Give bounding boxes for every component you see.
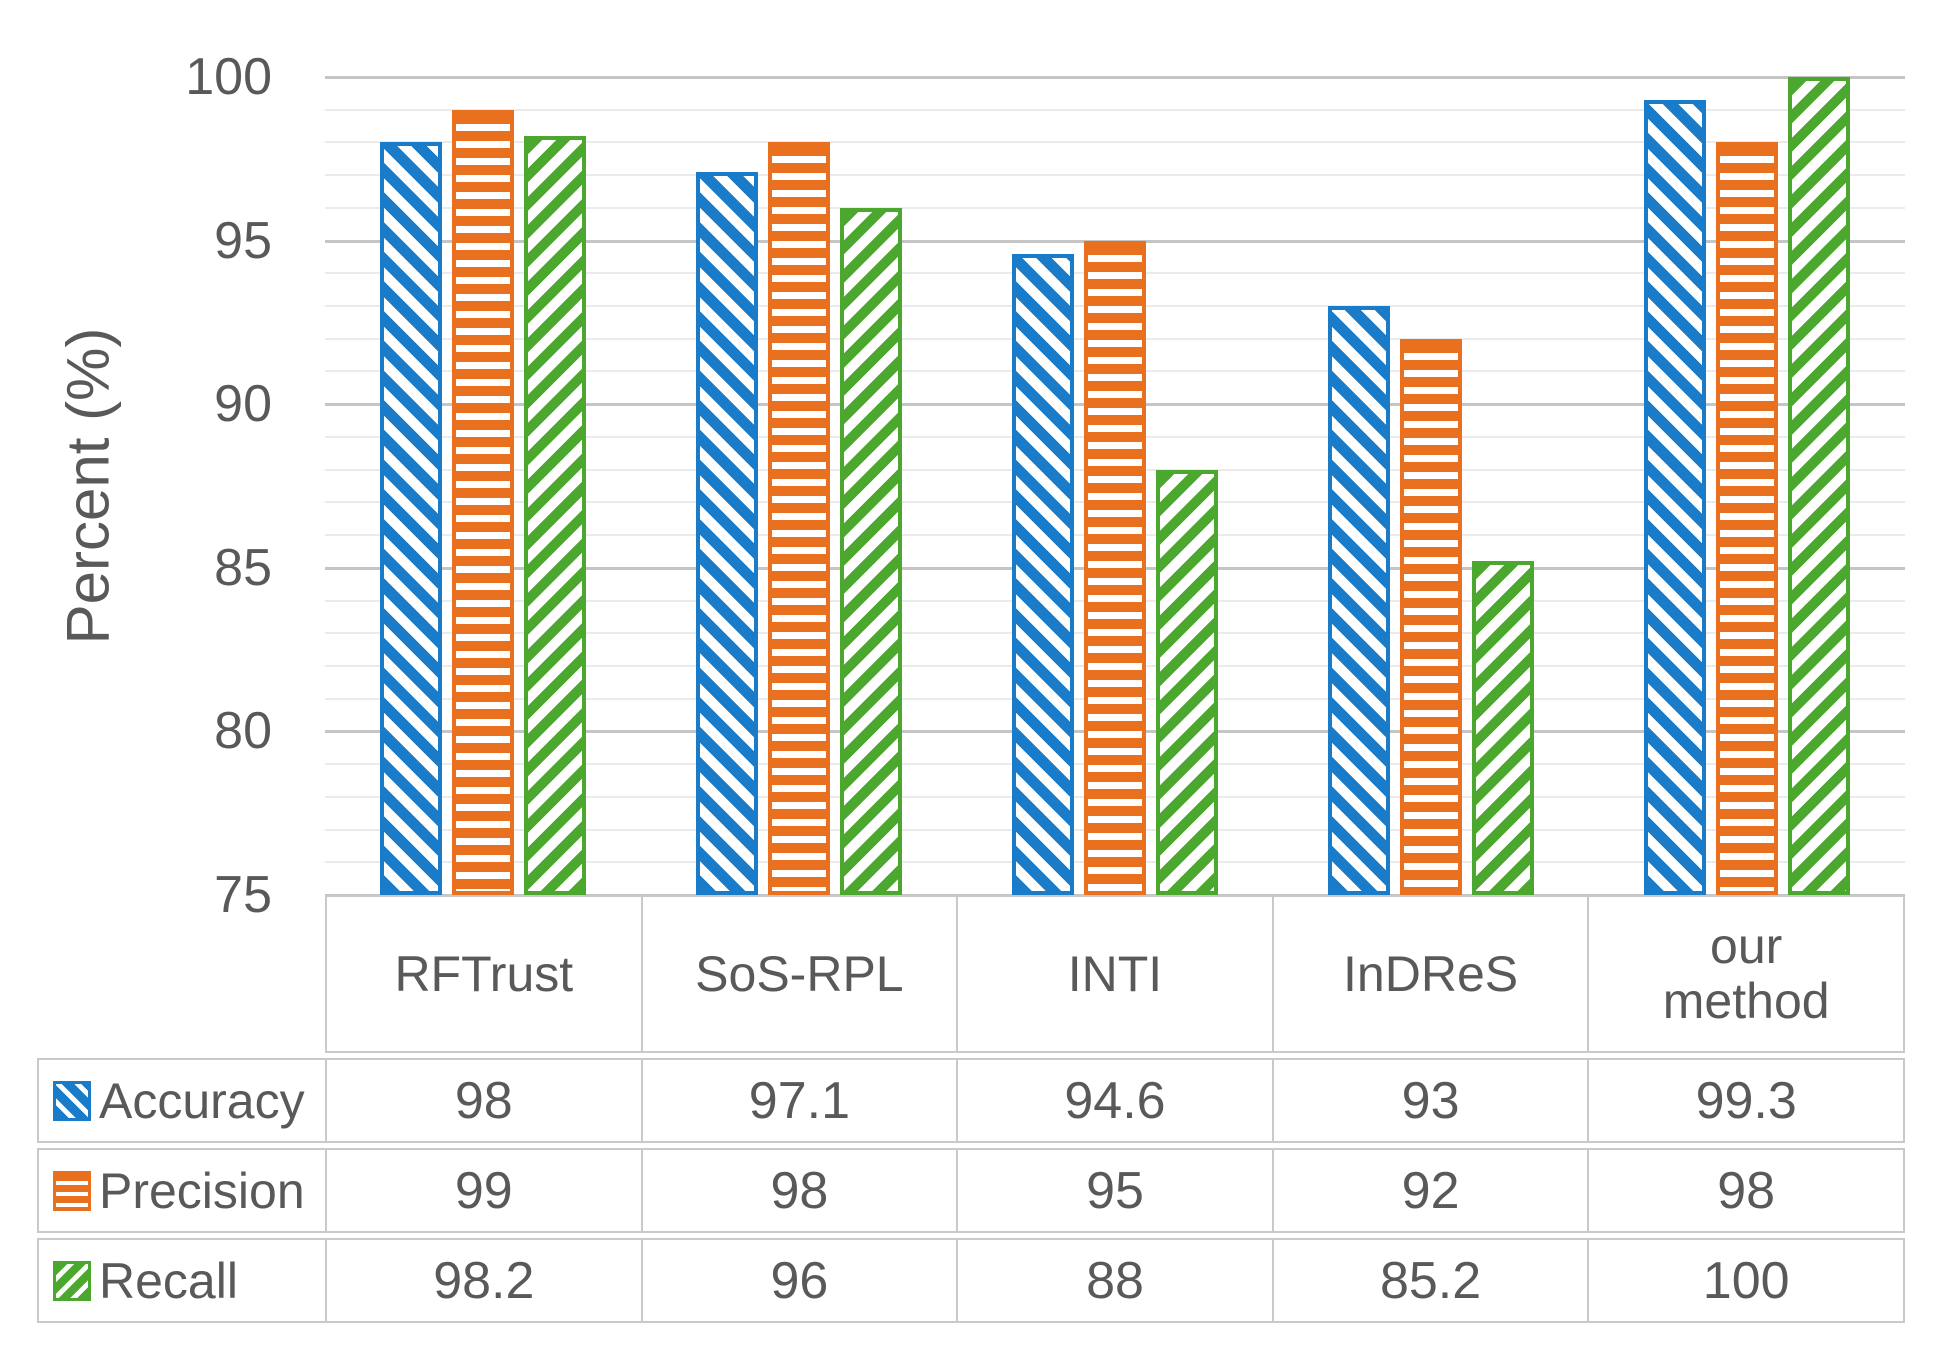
gridline-major-100 bbox=[325, 76, 1905, 79]
value-accuracy-indres: 93 bbox=[1271, 1060, 1588, 1141]
value-accuracy-rftrust: 98 bbox=[325, 1060, 641, 1141]
y-tick-label-85: 85 bbox=[214, 539, 272, 597]
bar-recall-sos-rpl bbox=[840, 208, 902, 895]
legend-cell-precision: Precision bbox=[37, 1150, 325, 1231]
category-header-label: RFTrust bbox=[394, 945, 574, 1002]
value-recall-inti: 88 bbox=[956, 1240, 1272, 1321]
value-recall-sos-rpl: 96 bbox=[640, 1240, 957, 1321]
bar-precision-inti bbox=[1084, 241, 1146, 895]
bar-precision-indres bbox=[1400, 339, 1462, 895]
y-tick-label-90: 90 bbox=[214, 375, 272, 433]
value-precision-indres: 92 bbox=[1271, 1150, 1588, 1231]
bar-accuracy-indres bbox=[1328, 306, 1390, 895]
category-header-rftrust: RFTrust bbox=[325, 897, 641, 1051]
table-row-precision: Precision 99 98 95 92 98 bbox=[37, 1148, 1905, 1233]
data-table: RFTrust SoS-RPL INTI InDReS our method Accura… bbox=[37, 895, 1905, 1328]
bar-precision-sos-rpl bbox=[768, 142, 830, 895]
value-precision-rftrust: 99 bbox=[325, 1150, 641, 1231]
value-recall-our-method: 100 bbox=[1587, 1240, 1905, 1321]
value-precision-our-method: 98 bbox=[1587, 1150, 1905, 1231]
table-header-row: RFTrust SoS-RPL INTI InDReS our method bbox=[325, 895, 1905, 1053]
gridline-minor-99 bbox=[325, 109, 1905, 111]
bar-recall-rftrust bbox=[524, 136, 586, 895]
y-axis-tick-labels: 75 80 85 90 95 100 bbox=[40, 51, 272, 921]
gridline-minor-97 bbox=[325, 174, 1905, 176]
table-row-accuracy: Accuracy 98 97.1 94.6 93 99.3 bbox=[37, 1058, 1905, 1143]
category-header-our-method: our method bbox=[1587, 897, 1905, 1051]
category-header-label: INTI bbox=[1067, 945, 1163, 1002]
bar-accuracy-our-method bbox=[1644, 100, 1706, 895]
bar-recall-indres bbox=[1472, 561, 1534, 895]
plot-area bbox=[325, 76, 1905, 897]
legend-cell-recall: Recall bbox=[37, 1240, 325, 1321]
bar-accuracy-inti bbox=[1012, 254, 1074, 895]
value-recall-indres: 85.2 bbox=[1271, 1240, 1588, 1321]
category-header-label: our method bbox=[1662, 918, 1830, 1029]
bar-recall-our-method bbox=[1788, 77, 1850, 895]
category-header-label: SoS-RPL bbox=[695, 945, 904, 1002]
y-tick-label-80: 80 bbox=[214, 702, 272, 760]
legend-swatch-precision bbox=[53, 1170, 91, 1211]
legend-label-accuracy: Accuracy bbox=[99, 1072, 305, 1129]
legend-label-precision: Precision bbox=[99, 1162, 305, 1219]
y-tick-label-95: 95 bbox=[214, 212, 272, 270]
category-header-sos-rpl: SoS-RPL bbox=[640, 897, 957, 1051]
legend-swatch-recall bbox=[53, 1260, 91, 1301]
gridline-minor-96 bbox=[325, 207, 1905, 209]
value-precision-sos-rpl: 98 bbox=[640, 1150, 957, 1231]
value-precision-inti: 95 bbox=[956, 1150, 1272, 1231]
value-recall-rftrust: 98.2 bbox=[325, 1240, 641, 1321]
table-row-recall: Recall 98.2 96 88 85.2 100 bbox=[37, 1238, 1905, 1323]
gridline-minor-98 bbox=[325, 141, 1905, 143]
value-accuracy-inti: 94.6 bbox=[956, 1060, 1272, 1141]
value-accuracy-sos-rpl: 97.1 bbox=[640, 1060, 957, 1141]
category-header-inti: INTI bbox=[956, 897, 1272, 1051]
legend-swatch-accuracy bbox=[53, 1080, 91, 1121]
y-tick-label-100: 100 bbox=[185, 48, 272, 106]
bar-recall-inti bbox=[1156, 470, 1218, 895]
category-header-indres: InDReS bbox=[1271, 897, 1588, 1051]
bar-accuracy-sos-rpl bbox=[696, 172, 758, 895]
bar-precision-our-method bbox=[1716, 142, 1778, 895]
bar-accuracy-rftrust bbox=[380, 142, 442, 895]
category-header-label: InDReS bbox=[1343, 945, 1519, 1002]
y-tick-label-75: 75 bbox=[214, 866, 272, 924]
legend-cell-accuracy: Accuracy bbox=[37, 1060, 325, 1141]
bar-precision-rftrust bbox=[452, 110, 514, 895]
legend-label-recall: Recall bbox=[99, 1252, 238, 1309]
value-accuracy-our-method: 99.3 bbox=[1587, 1060, 1905, 1141]
